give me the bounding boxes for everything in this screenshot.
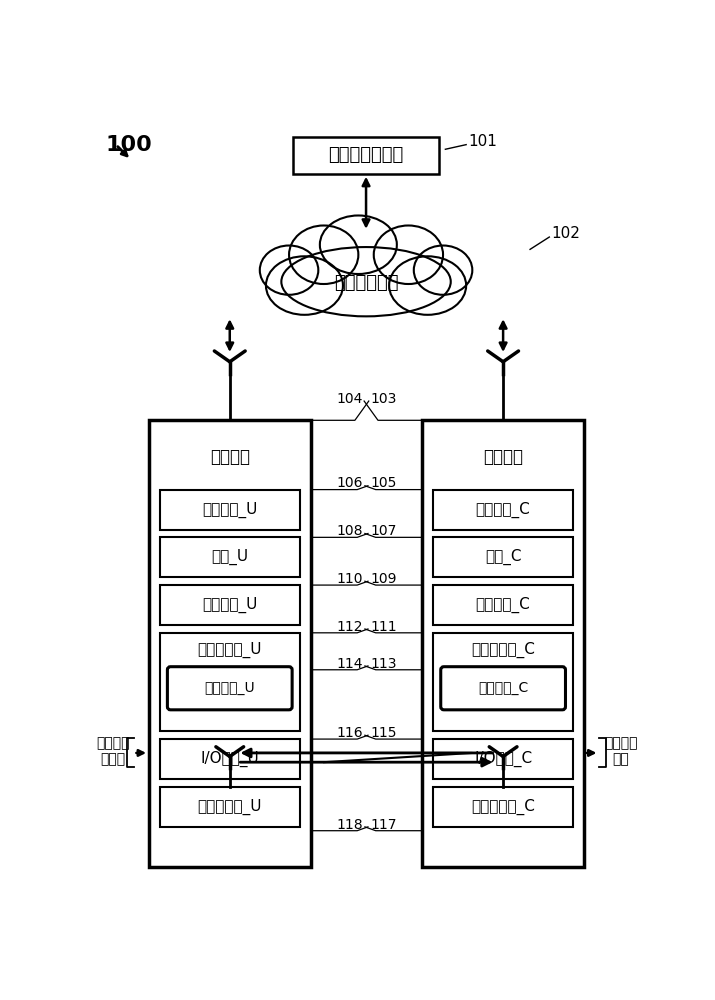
- Bar: [159, 585, 300, 625]
- Bar: [159, 739, 300, 779]
- FancyBboxPatch shape: [167, 667, 292, 710]
- Text: 安全区域_C: 安全区域_C: [478, 681, 528, 695]
- Ellipse shape: [320, 215, 397, 274]
- Ellipse shape: [414, 246, 473, 295]
- Ellipse shape: [282, 247, 450, 316]
- Text: 112: 112: [336, 620, 363, 634]
- Bar: [423, 420, 584, 867]
- Text: 存储器装置_U: 存储器装置_U: [197, 642, 262, 658]
- Bar: [433, 537, 573, 577]
- Text: 处理装置_U: 处理装置_U: [202, 597, 257, 613]
- Text: 107: 107: [370, 524, 397, 538]
- Text: 无线收发器_C: 无线收发器_C: [471, 799, 535, 815]
- Text: 100: 100: [105, 135, 152, 155]
- Bar: [433, 739, 573, 779]
- Text: 处理装置_C: 处理装置_C: [475, 597, 531, 613]
- Text: 移动接口_U: 移动接口_U: [202, 502, 257, 518]
- Text: 111: 111: [370, 620, 397, 634]
- Ellipse shape: [374, 225, 443, 284]
- Text: 104: 104: [336, 392, 363, 406]
- Text: 105: 105: [370, 476, 397, 490]
- Bar: [433, 585, 573, 625]
- Ellipse shape: [266, 256, 343, 315]
- Ellipse shape: [260, 246, 318, 295]
- Bar: [433, 490, 573, 530]
- Text: 安全管理服务器: 安全管理服务器: [328, 146, 404, 164]
- Bar: [159, 537, 300, 577]
- Text: 移动通信网络: 移动通信网络: [334, 274, 398, 292]
- Text: 116: 116: [336, 726, 363, 740]
- Bar: [433, 633, 573, 731]
- Text: 117: 117: [370, 818, 397, 832]
- Text: 输出到致
动器: 输出到致 动器: [604, 736, 638, 766]
- Ellipse shape: [389, 256, 466, 315]
- Text: 109: 109: [370, 572, 397, 586]
- Bar: [149, 420, 310, 867]
- Text: 115: 115: [370, 726, 397, 740]
- Text: 118: 118: [336, 818, 363, 832]
- FancyBboxPatch shape: [440, 667, 566, 710]
- Text: 114: 114: [336, 657, 363, 671]
- Text: 101: 101: [468, 134, 498, 149]
- Text: 时钟_C: 时钟_C: [485, 549, 521, 565]
- Text: 安全区域_U: 安全区域_U: [204, 681, 255, 695]
- Bar: [293, 137, 439, 174]
- Text: 来自用户
的输入: 来自用户 的输入: [96, 736, 129, 766]
- Text: 106: 106: [336, 476, 363, 490]
- Text: I/O装置_U: I/O装置_U: [200, 751, 259, 767]
- Text: 108: 108: [336, 524, 363, 538]
- Bar: [159, 490, 300, 530]
- Text: 时钟_U: 时钟_U: [211, 549, 248, 565]
- Text: I/O装置_C: I/O装置_C: [474, 751, 532, 767]
- Text: 103: 103: [370, 392, 397, 406]
- Text: 113: 113: [370, 657, 397, 671]
- Bar: [433, 787, 573, 827]
- Text: 用户设备: 用户设备: [209, 448, 250, 466]
- Text: 受控设备: 受控设备: [483, 448, 523, 466]
- Text: 110: 110: [336, 572, 363, 586]
- Text: 102: 102: [552, 226, 581, 241]
- Bar: [159, 787, 300, 827]
- Bar: [159, 633, 300, 731]
- Text: 移动接口_C: 移动接口_C: [475, 502, 531, 518]
- Text: 存储器装置_C: 存储器装置_C: [471, 642, 535, 658]
- Text: 无线收发器_U: 无线收发器_U: [197, 799, 262, 815]
- Ellipse shape: [289, 225, 358, 284]
